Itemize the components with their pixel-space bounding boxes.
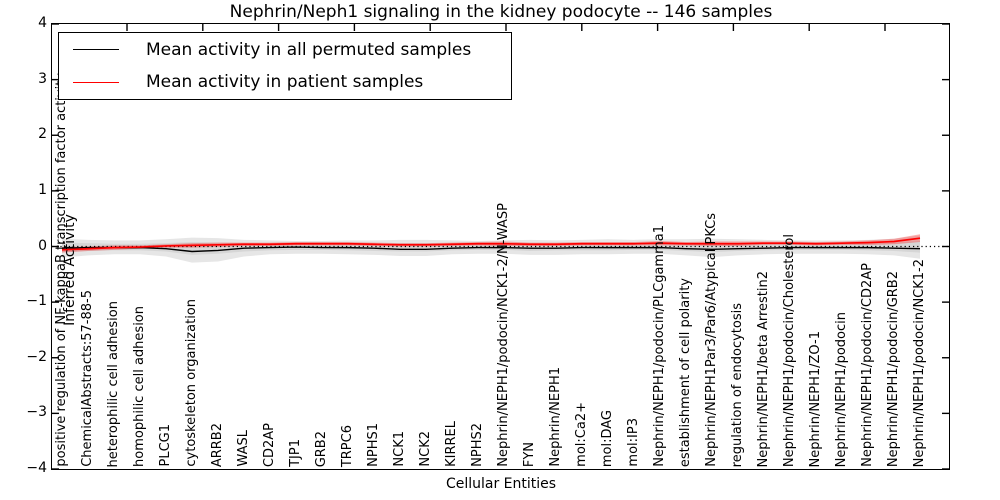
x-tick-label: mol:Ca2+: [574, 402, 589, 467]
legend-label: Mean activity in patient samples: [146, 72, 424, 93]
permuted-mean-line: [61, 246, 921, 253]
x-tick-label: ARRB2: [210, 422, 225, 467]
x-tick-label: Nephrin/NEPH1: [548, 367, 563, 467]
legend-entry: Mean activity in patient samples: [59, 67, 511, 98]
y-tick-label: −1: [26, 293, 47, 310]
y-tick-label: 0: [38, 237, 47, 254]
x-tick-label: Nephrin/NEPH1/podocin/Cholesterol: [782, 233, 797, 467]
x-tick-label: Nephrin/NEPH1/ZO-1: [808, 330, 823, 467]
x-tick-label: Nephrin/NEPH1/podocin/PLCgamma1: [652, 225, 667, 467]
y-tick-label: 3: [38, 70, 47, 87]
y-tick-label: −3: [26, 404, 47, 421]
chart-title: Nephrin/Neph1 signaling in the kidney po…: [229, 2, 773, 22]
legend-line-sample: [73, 49, 119, 51]
y-tick-label: 2: [38, 126, 47, 143]
plot-canvas: [52, 23, 949, 470]
x-tick-label: mol:DAG: [600, 409, 615, 467]
patient-mean-line: [61, 237, 921, 251]
x-tick-label: regulation of endocytosis: [730, 302, 745, 467]
x-tick-label: Nephrin/NEPH1/podocin: [834, 311, 849, 467]
x-tick-label: Nephrin/NEPH1/podocin/NCK1-2/N-WASP: [496, 203, 511, 467]
x-tick-label: Nephrin/NEPH1/podocin/CD2AP: [860, 263, 875, 467]
x-tick-label: CD2AP: [262, 422, 277, 467]
x-tick-label: Nephrin/NEPH1/podocin/GRB2: [886, 270, 901, 467]
x-tick-label: Nephrin/NEPH1/podocin/NCK1-2: [912, 258, 927, 467]
x-tick-label: GRB2: [314, 430, 329, 467]
x-tick-label: PLCG1: [158, 424, 173, 467]
x-tick-label: WASL: [236, 430, 251, 467]
y-tick-label: −2: [26, 348, 47, 365]
x-tick-label: positive regulation of NF-kappaB transcr…: [54, 73, 69, 467]
x-tick-label: mol:IP3: [626, 418, 641, 467]
x-tick-label: Nephrin/NEPH1/beta Arrestin2: [756, 270, 771, 468]
x-tick-label: TJP1: [288, 439, 303, 467]
x-tick-label: TRPC6: [340, 424, 355, 467]
y-tick-label: 4: [38, 15, 47, 31]
permuted-spread-outer-band: [62, 235, 920, 263]
legend-line-sample: [73, 81, 119, 83]
x-tick-label: cytoskeleton organization: [184, 299, 199, 467]
plot-area: positive regulation of NF-kappaB transcr…: [51, 23, 950, 470]
legend: Mean activity in all permuted samples Mea…: [58, 32, 512, 100]
x-tick-label: NPHS1: [366, 423, 381, 467]
x-tick-label: KIRREL: [444, 421, 459, 467]
x-tick-label: NCK2: [418, 431, 433, 467]
x-tick-label: homophilic cell adhesion: [132, 306, 147, 467]
y-tick-label: −4: [26, 460, 47, 476]
x-tick-label: Nephrin/NEPH1Par3/Par6/Atypical PKCs: [704, 213, 719, 467]
legend-label: Mean activity in all permuted samples: [146, 39, 472, 60]
y-tick-label: 1: [38, 181, 47, 198]
x-tick-label: ChemicalAbstracts:57-88-5: [80, 290, 95, 467]
x-tick-label: FYN: [522, 441, 537, 467]
x-tick-label: NCK1: [392, 431, 407, 467]
legend-entry: Mean activity in all permuted samples: [59, 34, 511, 65]
x-axis-label: Cellular Entities: [445, 476, 557, 492]
x-tick-label: establishment of cell polarity: [678, 277, 693, 467]
x-tick-label: NPHS2: [470, 423, 485, 467]
x-tick-label: heterophilic cell adhesion: [106, 300, 121, 468]
